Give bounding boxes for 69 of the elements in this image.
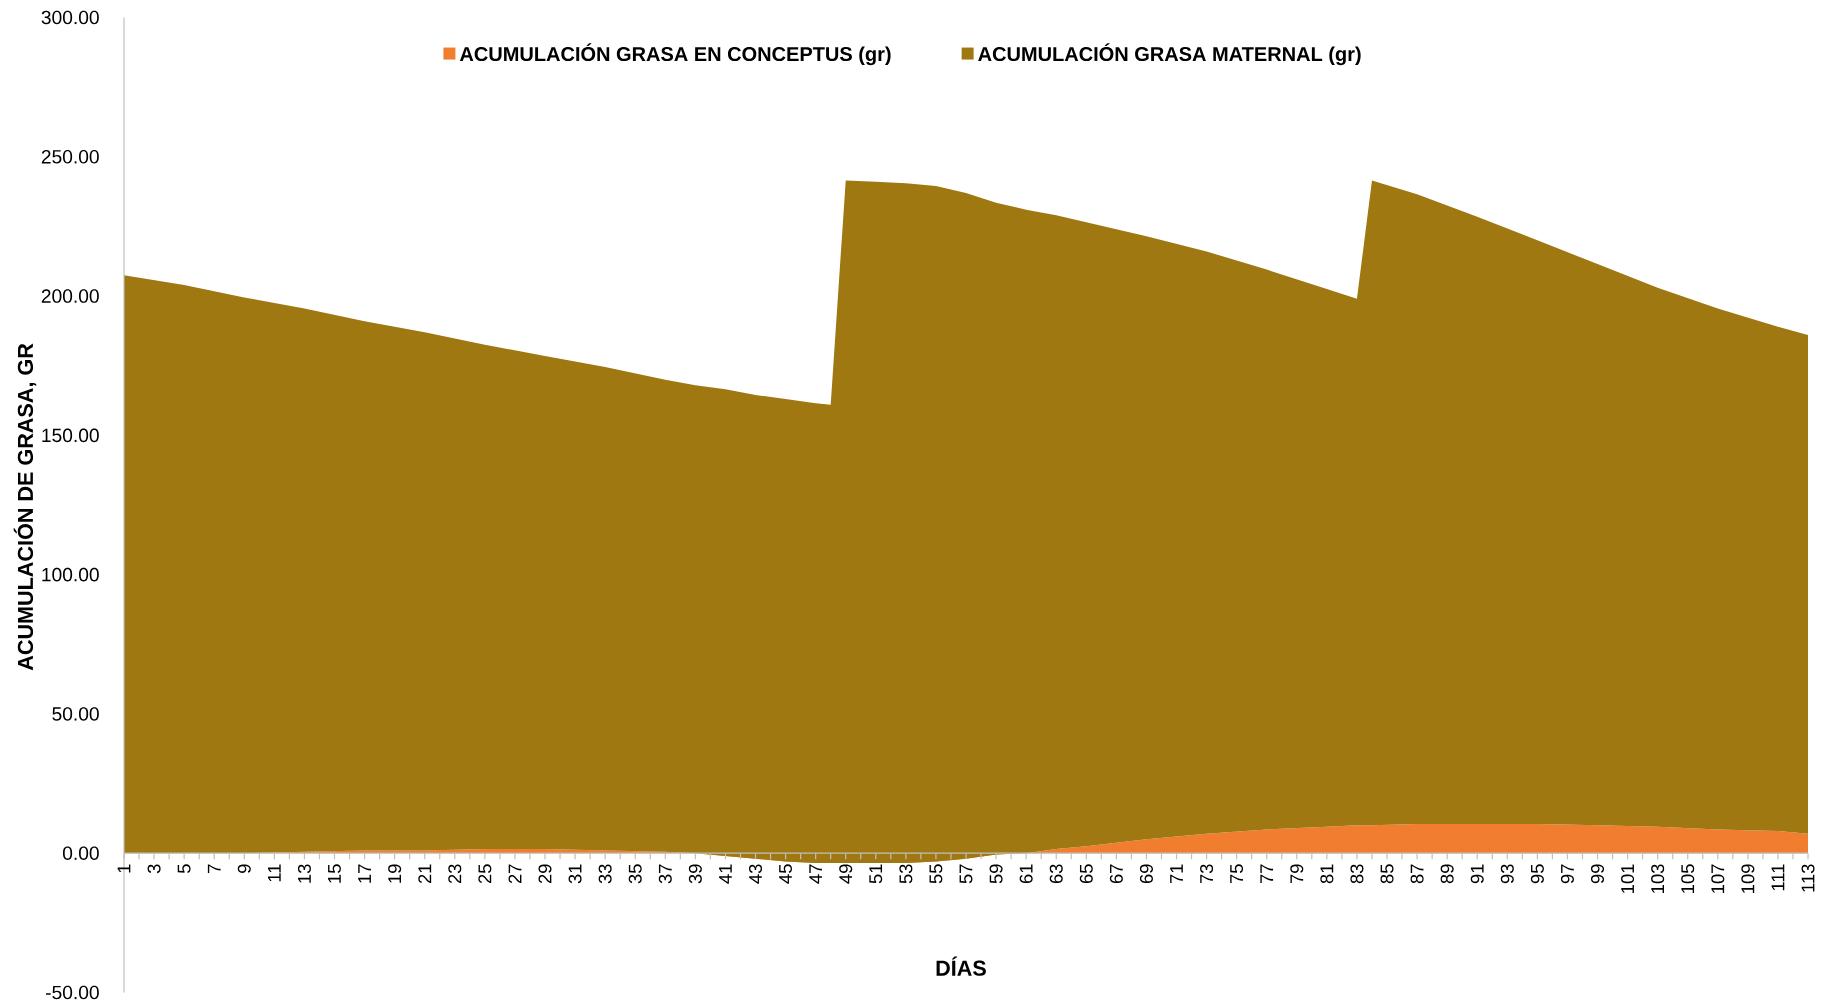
x-tick-label: 37 xyxy=(658,864,672,884)
y-tick-label: 250.00 xyxy=(41,149,99,164)
x-tick-label: 89 xyxy=(1440,864,1454,884)
x-tick-label: 43 xyxy=(748,864,763,884)
y-tick-label: 200.00 xyxy=(41,289,99,303)
x-tick-label: 75 xyxy=(1230,864,1244,884)
x-tick-label: 69 xyxy=(1139,864,1153,884)
x-tick-label: 31 xyxy=(568,864,582,884)
x-tick-label: 51 xyxy=(869,864,883,884)
x-tick-label: 39 xyxy=(688,864,702,884)
x-tick-label: 93 xyxy=(1500,864,1514,884)
x-tick-label: 27 xyxy=(508,864,522,884)
x-tick-label: 29 xyxy=(538,864,552,884)
x-tick-label: 67 xyxy=(1109,864,1123,884)
y-tick-label: 50.00 xyxy=(52,707,99,721)
legend-label: ACUMULACIÓN GRASA MATERNAL (gr) xyxy=(978,43,1361,66)
legend-label: ACUMULACIÓN GRASA EN CONCEPTUS (gr) xyxy=(459,43,891,66)
x-tick-label: 13 xyxy=(297,864,311,883)
x-tick-label: 35 xyxy=(628,864,642,884)
y-tick-label: 300.00 xyxy=(41,10,99,25)
x-tick-label: 79 xyxy=(1290,864,1304,884)
x-tick-label: 99 xyxy=(1590,864,1605,884)
x-tick-label: 3 xyxy=(147,864,161,874)
x-tick-label: 105 xyxy=(1681,864,1695,893)
y-tick-label: 100.00 xyxy=(42,567,99,582)
x-tick-label: 45 xyxy=(779,864,793,884)
x-tick-label: 59 xyxy=(989,864,1003,884)
y-tick-label: 150.00 xyxy=(42,428,99,443)
x-axis-title: DÍAS xyxy=(936,956,986,976)
y-tick-label: -50.00 xyxy=(46,985,99,1000)
x-tick-label: 49 xyxy=(839,864,853,884)
x-tick-label: 97 xyxy=(1560,864,1574,884)
x-tick-label: 113 xyxy=(1801,864,1815,892)
x-tick-label: 21 xyxy=(418,864,432,884)
x-tick-label: 1 xyxy=(117,864,131,873)
x-tick-label: 7 xyxy=(207,864,221,873)
x-tick-label: 71 xyxy=(1170,864,1183,884)
x-tick-label: 15 xyxy=(328,864,341,883)
x-tick-label: 63 xyxy=(1049,864,1063,884)
x-tick-label: 17 xyxy=(358,864,371,883)
x-tick-label: 77 xyxy=(1260,864,1274,884)
x-tick-label: 85 xyxy=(1380,864,1394,884)
x-tick-label: 25 xyxy=(478,864,492,884)
x-tick-label: 81 xyxy=(1320,864,1334,884)
x-tick-label: 33 xyxy=(598,864,612,884)
x-tick-label: 41 xyxy=(719,864,732,884)
x-tick-label: 73 xyxy=(1200,864,1214,884)
y-tick-label: 0.00 xyxy=(62,846,99,860)
x-tick-label: 83 xyxy=(1350,864,1364,884)
x-tick-label: 61 xyxy=(1019,864,1033,884)
x-tick-label: 23 xyxy=(448,864,462,884)
x-tick-label: 91 xyxy=(1470,864,1484,884)
x-tick-label: 87 xyxy=(1410,864,1424,884)
x-tick-label: 53 xyxy=(899,864,913,884)
x-tick-label: 11 xyxy=(268,864,281,882)
x-tick-label: 55 xyxy=(929,864,943,884)
x-tick-label: 109 xyxy=(1741,864,1755,893)
x-tick-label: 19 xyxy=(388,864,402,883)
x-tick-label: 107 xyxy=(1711,864,1725,893)
x-tick-label: 5 xyxy=(177,864,191,874)
x-tick-label: 9 xyxy=(237,864,251,873)
x-tick-label: 57 xyxy=(959,864,973,884)
y-axis-title: ACUMULACIÓN DE GRASA, GR xyxy=(13,343,37,671)
x-tick-label: 95 xyxy=(1530,864,1544,884)
x-tick-label: 47 xyxy=(809,864,822,884)
x-tick-label: 101 xyxy=(1621,864,1635,893)
x-tick-label: 111 xyxy=(1771,864,1785,891)
x-tick-label: 65 xyxy=(1079,864,1093,884)
x-tick-label: 103 xyxy=(1651,864,1665,893)
